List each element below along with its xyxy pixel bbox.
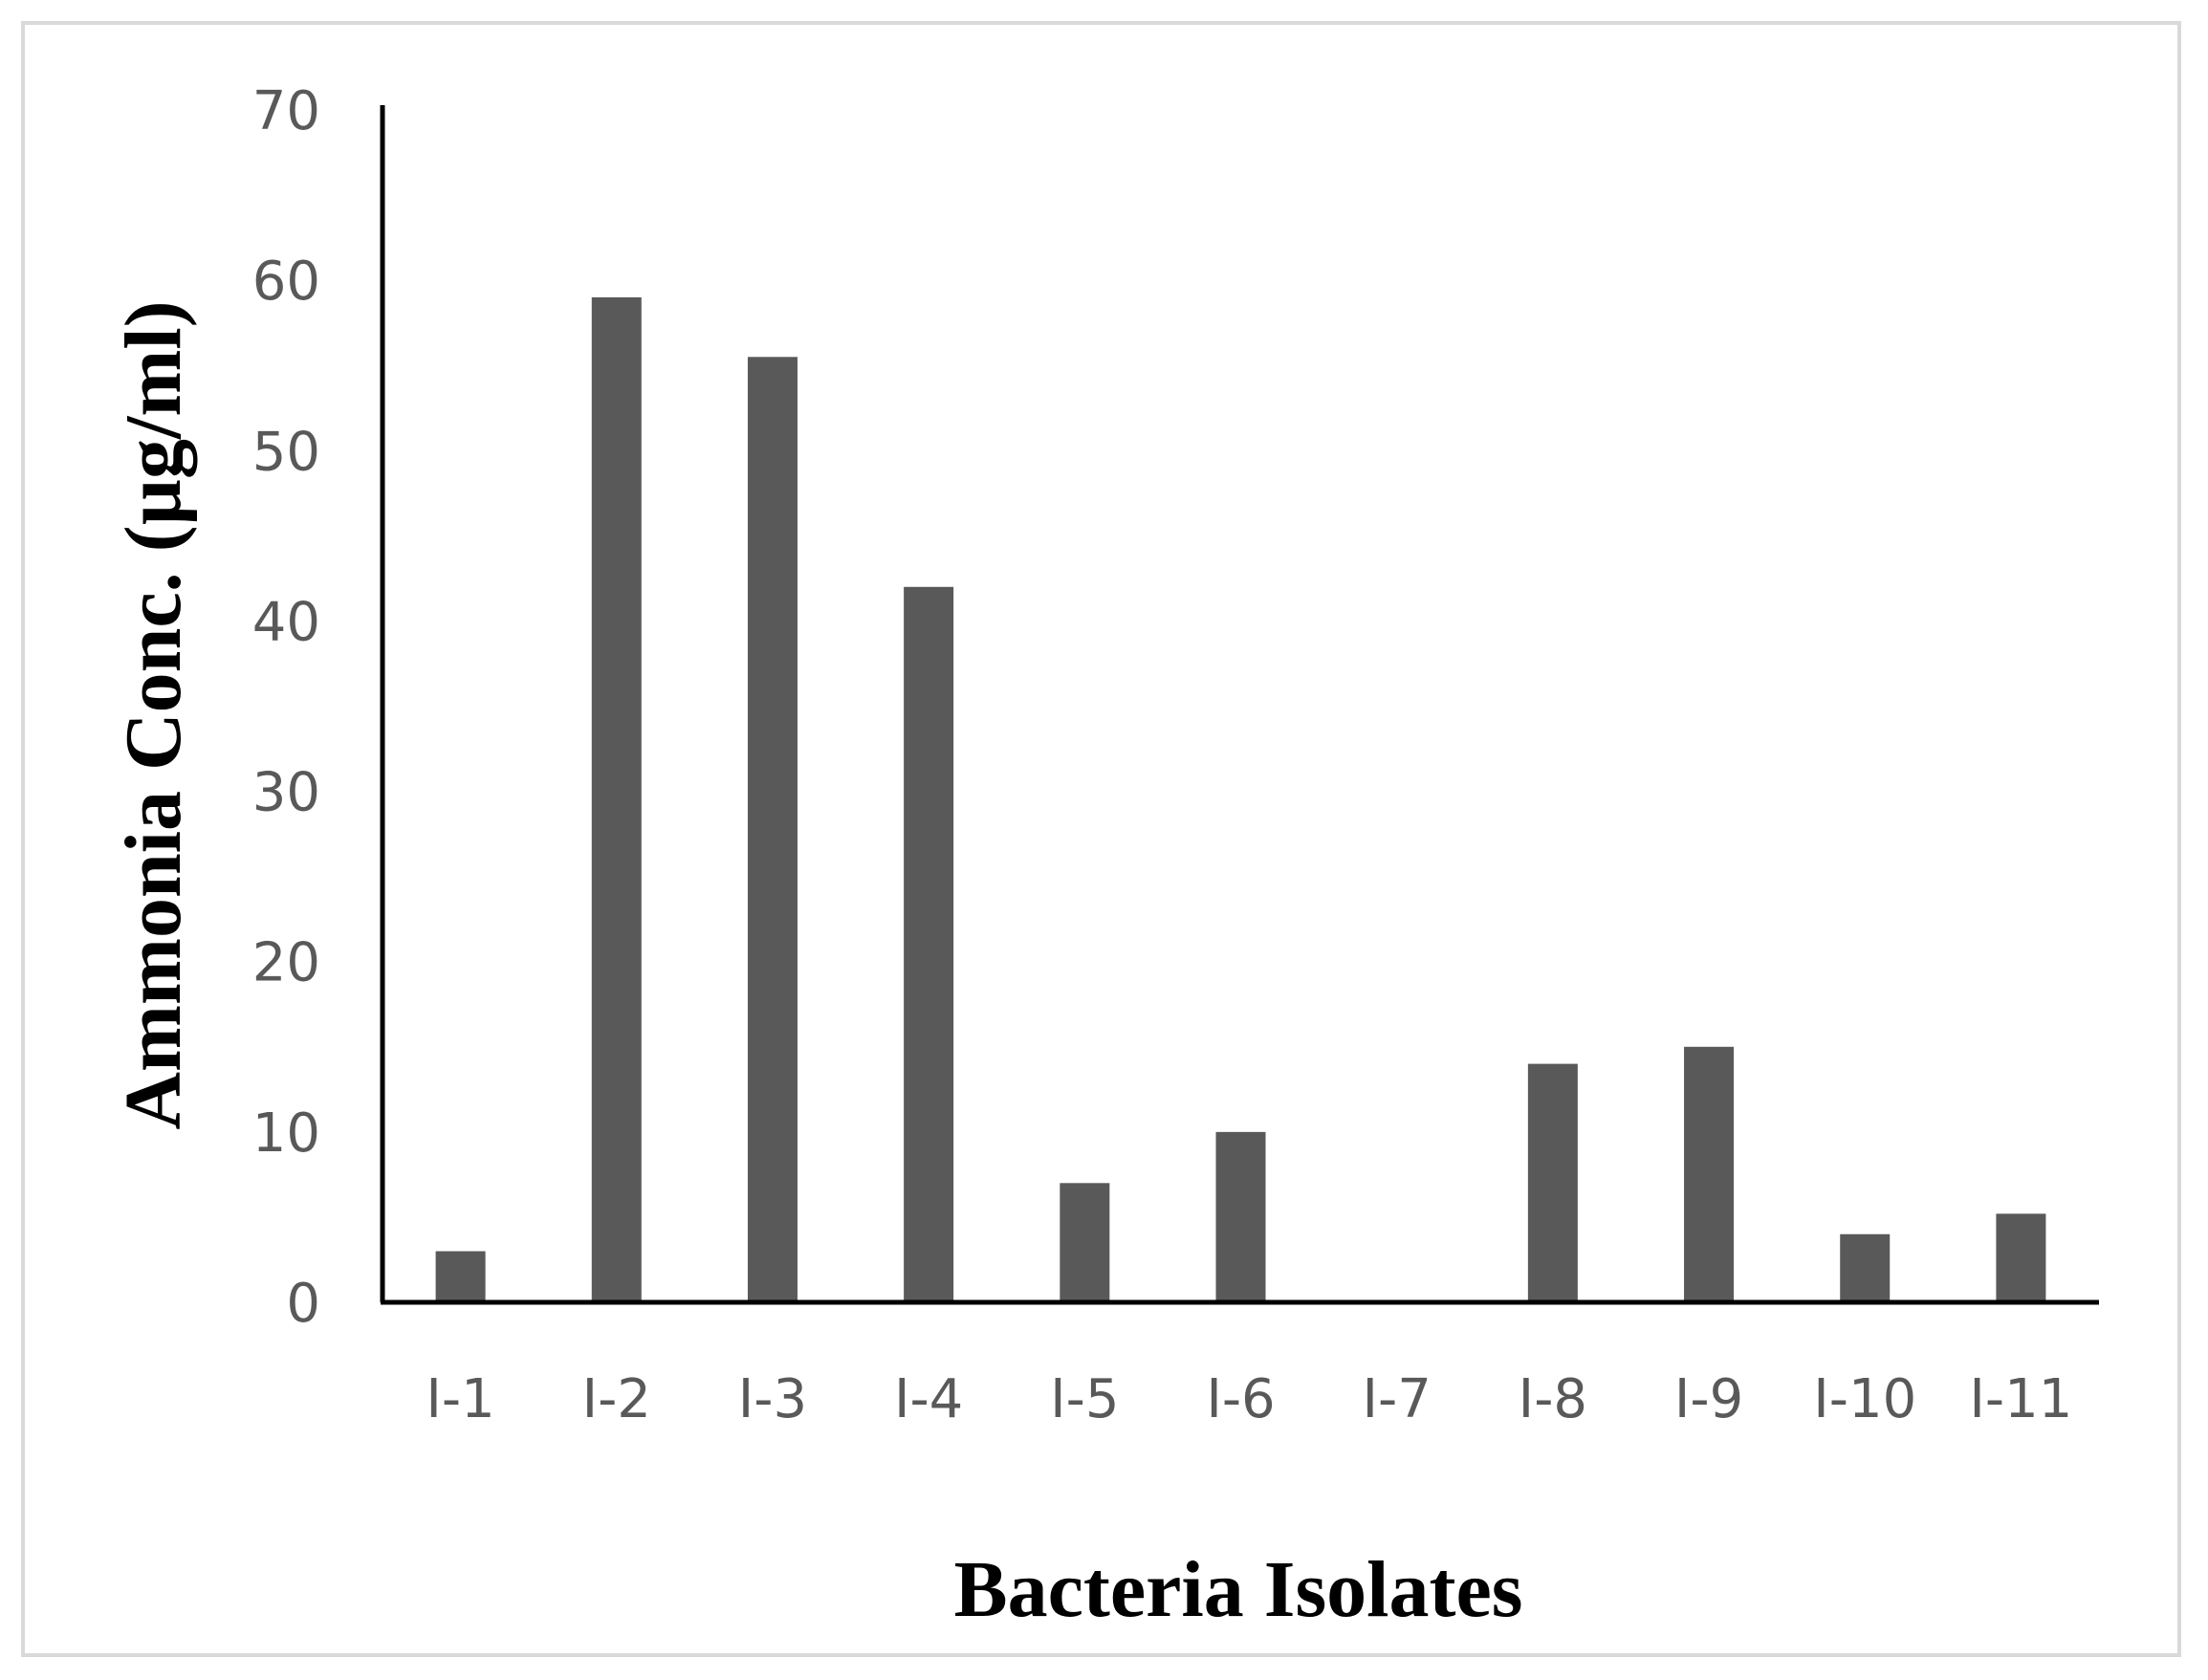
bar-I-9: [1684, 1046, 1735, 1302]
y-tick-label: 40: [252, 591, 320, 653]
y-axis-title: Ammonia Conc. (µg/ml): [109, 300, 198, 1129]
y-tick-labels: 0 10 20 30 40 50 60 70: [252, 80, 320, 1335]
x-tick-label: I-6: [1206, 1368, 1275, 1430]
bar-I-8: [1527, 1063, 1578, 1302]
x-tick-label: I-3: [738, 1368, 807, 1430]
bar-I-2: [591, 296, 642, 1302]
x-tick-label: I-5: [1050, 1368, 1119, 1430]
x-tick-labels: I-1 I-2 I-3 I-4 I-5 I-6 I-7 I-8 I-9 I-10 I-11: [426, 1368, 2072, 1430]
bar-I-3: [747, 357, 798, 1302]
y-tick-label: 10: [252, 1102, 320, 1165]
y-tick-label: 70: [252, 80, 320, 142]
bars-group: [435, 296, 2046, 1302]
bar-I-4: [904, 586, 954, 1302]
bar-I-10: [1840, 1233, 1891, 1302]
x-axis-title: Bacteria Isolates: [954, 1545, 1523, 1634]
x-tick-label: I-9: [1674, 1368, 1743, 1430]
x-tick-label: I-10: [1813, 1368, 1916, 1430]
x-tick-label: I-4: [894, 1368, 963, 1430]
bar-I-5: [1060, 1183, 1110, 1302]
x-tick-label: I-11: [1969, 1368, 2072, 1430]
bar-I-1: [435, 1251, 486, 1302]
y-tick-label: 30: [252, 762, 320, 824]
x-tick-label: I-2: [582, 1368, 651, 1430]
x-tick-label: I-8: [1519, 1368, 1587, 1430]
bar-I-6: [1215, 1131, 1266, 1302]
x-tick-label: I-1: [426, 1368, 494, 1430]
y-tick-label: 60: [252, 251, 320, 313]
x-tick-label: I-7: [1363, 1368, 1432, 1430]
y-tick-label: 20: [252, 932, 320, 994]
y-tick-label: 50: [252, 421, 320, 483]
y-tick-label: 0: [286, 1273, 320, 1335]
bar-I-11: [1996, 1213, 2046, 1302]
